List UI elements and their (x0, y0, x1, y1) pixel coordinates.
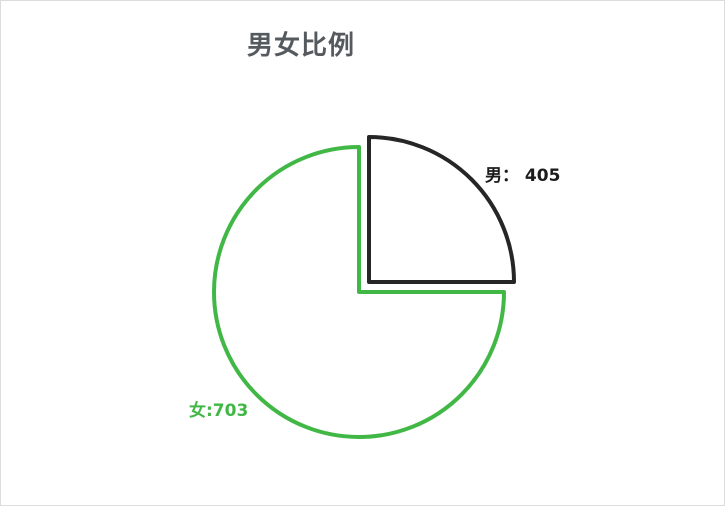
pie-label-female: 女:703 (189, 401, 249, 421)
pie-slice-female[interactable] (212, 145, 506, 439)
page-title: 男女比例 (246, 31, 355, 61)
pie-slice-male[interactable] (367, 135, 516, 284)
pie-label-male: 男： 405 (485, 166, 561, 186)
